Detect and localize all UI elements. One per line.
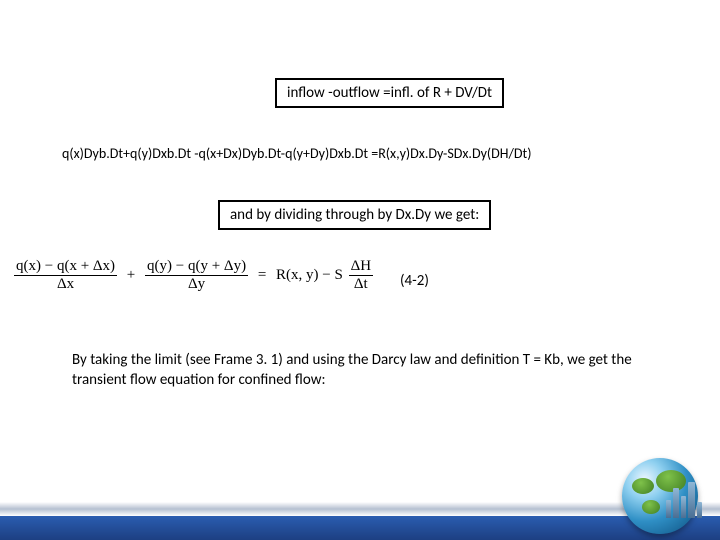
- building: [673, 488, 679, 518]
- fracH-den: Δt: [349, 275, 373, 293]
- building: [688, 482, 695, 518]
- building: [666, 500, 671, 518]
- city-skyline: [666, 482, 702, 518]
- rhs-lead: R(x, y) − S: [276, 267, 343, 283]
- frac2-num: q(y) − q(y + Δy): [145, 258, 248, 275]
- globe-land-3: [642, 500, 660, 514]
- equals-sign: =: [252, 267, 272, 284]
- box-dividing-through: and by dividing through by Dx.Dy we get:: [218, 200, 491, 230]
- equation-4-2: q(x) − q(x + Δx) Δx + q(y) − q(y + Δy) Δ…: [14, 258, 373, 293]
- globe-land-1: [632, 478, 654, 494]
- footer-haze: [0, 502, 720, 516]
- frac1-den: Δx: [14, 275, 117, 293]
- plus-sign: +: [121, 267, 141, 284]
- building: [681, 496, 686, 518]
- long-equation-line: q(x)Dyb.Dt+q(y)Dxb.Dt -q(x+Dx)Dyb.Dt-q(y…: [62, 145, 531, 164]
- box-inflow-outflow: inflow -outflow =infl. of R + DV/Dt: [275, 78, 504, 108]
- slide: inflow -outflow =infl. of R + DV/Dt q(x)…: [0, 0, 720, 540]
- building: [697, 502, 702, 518]
- footer-blue-bar: [0, 516, 720, 540]
- frac2-den: Δy: [145, 275, 248, 293]
- box1-text: inflow -outflow =infl. of R + DV/Dt: [275, 78, 504, 108]
- frac1-num: q(x) − q(x + Δx): [14, 258, 117, 275]
- fracH-num: ΔH: [349, 258, 373, 275]
- fraction-dh-dt: ΔH Δt: [349, 258, 373, 293]
- globe-graphic: [622, 448, 708, 534]
- paragraph-limit: By taking the limit (see Frame 3. 1) and…: [72, 350, 662, 391]
- fraction-qy: q(y) − q(y + Δy) Δy: [145, 258, 248, 293]
- footer-decoration: [0, 500, 720, 540]
- equation-label: (4-2): [400, 272, 429, 290]
- box2-text: and by dividing through by Dx.Dy we get:: [218, 200, 491, 230]
- fraction-qx: q(x) − q(x + Δx) Δx: [14, 258, 117, 293]
